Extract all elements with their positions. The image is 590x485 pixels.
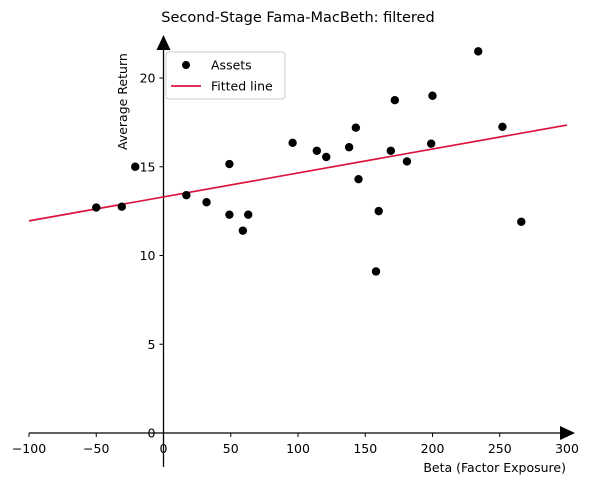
axes xyxy=(29,35,575,467)
asset-point xyxy=(92,203,101,212)
asset-point xyxy=(386,146,396,155)
asset-point xyxy=(225,210,234,219)
legend-label-fitted-line: Fitted line xyxy=(211,79,273,94)
asset-point xyxy=(498,122,507,132)
asset-point xyxy=(131,162,140,171)
asset-point xyxy=(225,159,234,169)
x-tick-label: 200 xyxy=(421,441,445,456)
chart-title: Second-Stage Fama-MacBeth: filtered xyxy=(161,10,434,26)
asset-point xyxy=(202,198,211,207)
asset-point xyxy=(374,206,383,216)
asset-point xyxy=(351,123,361,132)
y-tick-label: 5 xyxy=(148,337,156,352)
fitted-line-layer xyxy=(28,124,568,222)
x-tick-label: 0 xyxy=(160,441,168,456)
asset-point xyxy=(322,152,331,162)
y-axis-arrow xyxy=(156,35,171,50)
legend: Assets Fitted line xyxy=(165,51,286,100)
x-tick-label: 100 xyxy=(286,441,310,456)
asset-point xyxy=(428,91,437,100)
asset-point xyxy=(426,139,436,148)
asset-point xyxy=(402,157,412,166)
asset-point xyxy=(117,202,127,211)
x-tick-label: 300 xyxy=(555,441,579,456)
x-tick-label: 250 xyxy=(488,441,512,456)
asset-point xyxy=(312,146,322,155)
asset-point xyxy=(517,217,526,226)
asset-point xyxy=(371,267,381,276)
legend-marker-assets xyxy=(182,61,190,69)
asset-point xyxy=(244,210,253,219)
asset-point xyxy=(474,47,483,56)
ticks: −100 −50 0 50 100 150 200 250 300 0 5 10 15 20 xyxy=(12,71,579,457)
x-tick-label: −50 xyxy=(83,441,109,456)
x-axis-label: Beta (Factor Exposure) xyxy=(423,460,566,475)
y-tick-label: 20 xyxy=(140,71,156,86)
asset-point xyxy=(182,190,191,200)
asset-point xyxy=(390,95,400,105)
asset-point xyxy=(238,226,248,235)
x-tick-label: 50 xyxy=(223,441,239,456)
y-tick-label: 15 xyxy=(140,159,156,174)
x-tick-label: −100 xyxy=(12,441,46,456)
asset-point xyxy=(344,143,354,152)
y-axis-label: Average Return xyxy=(115,53,130,150)
y-tick-label: 0 xyxy=(148,426,156,441)
asset-point xyxy=(288,138,297,147)
legend-label-assets: Assets xyxy=(211,58,252,73)
x-tick-label: 150 xyxy=(353,441,377,456)
legend-box xyxy=(165,51,286,100)
asset-point xyxy=(354,174,363,184)
y-tick-label: 10 xyxy=(140,248,156,263)
scatter-points xyxy=(92,47,526,276)
fitted-line xyxy=(28,124,568,222)
